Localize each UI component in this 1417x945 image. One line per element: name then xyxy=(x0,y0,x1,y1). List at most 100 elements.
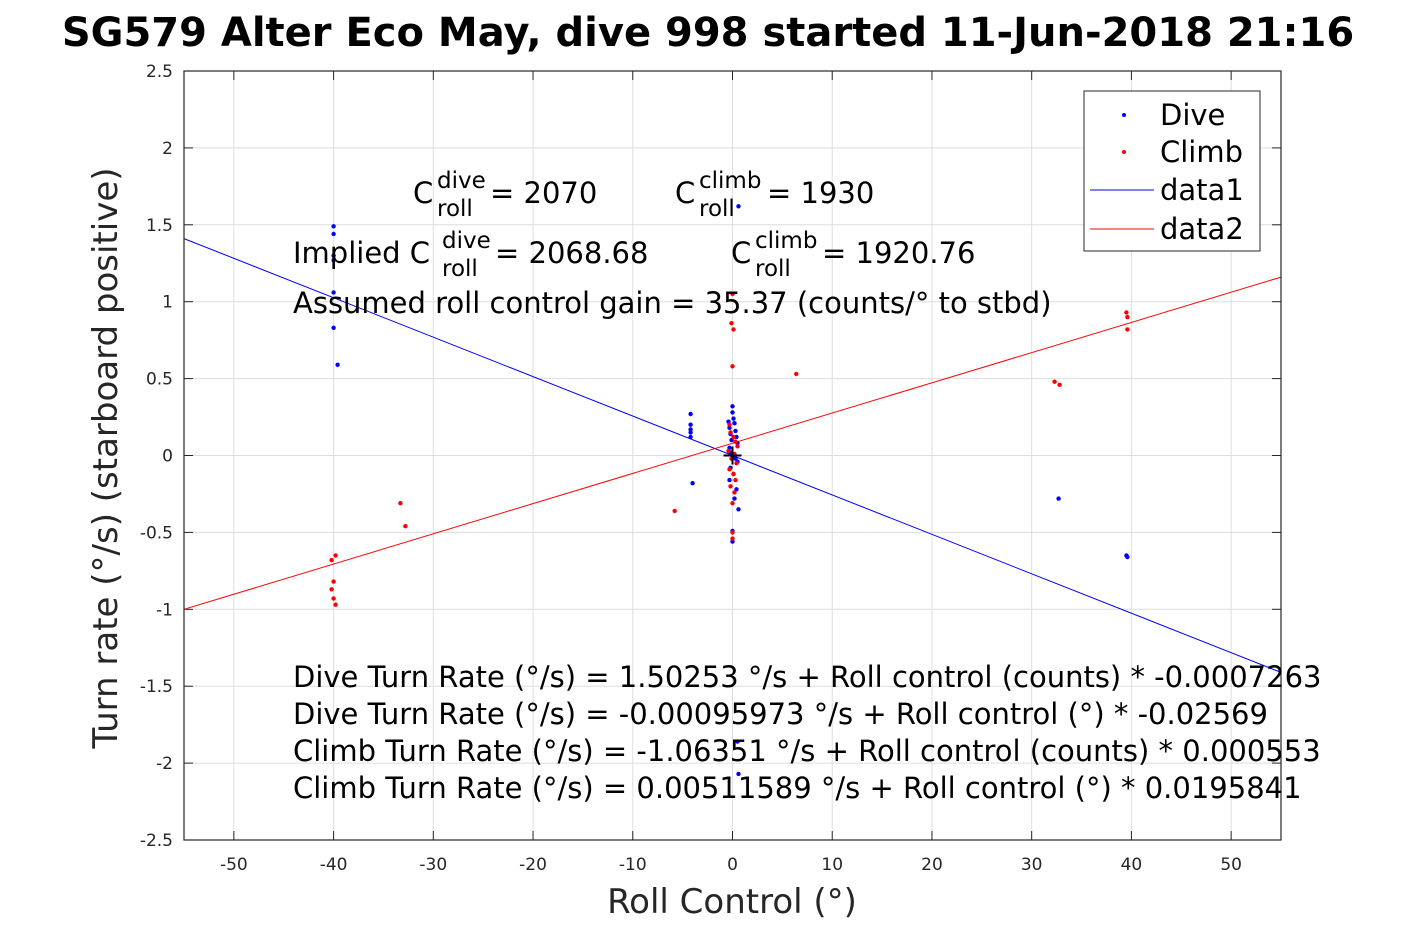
c-climb-base: C xyxy=(675,176,695,210)
y-tick-label: 0 xyxy=(162,447,173,467)
chart-title: SG579 Alter Eco May, dive 998 started 11… xyxy=(62,10,1354,56)
point-climb xyxy=(331,596,336,601)
point-climb xyxy=(735,444,740,449)
point-dive xyxy=(690,481,695,486)
x-tick-label: 40 xyxy=(1121,855,1143,875)
point-climb xyxy=(730,536,735,541)
point-climb xyxy=(733,439,738,444)
point-dive xyxy=(331,224,336,229)
point-dive xyxy=(727,477,732,483)
point-dive xyxy=(331,231,336,237)
implied-c-roll-annotation: Implied C dive roll = 2068.68 C climb ro… xyxy=(293,228,975,282)
x-tick-label: -20 xyxy=(519,855,547,875)
point-climb xyxy=(1125,327,1130,332)
x-tick-label: -50 xyxy=(220,855,248,875)
point-dive xyxy=(688,430,693,435)
x-tick-label: -30 xyxy=(419,855,447,875)
y-tick-label: -2.5 xyxy=(140,831,173,851)
point-dive xyxy=(331,253,336,258)
legend: Dive Climb data1 data2 xyxy=(1083,90,1261,252)
x-axis-ticks: -50 -40 -30 -20 -10 0 10 20 30 40 50 xyxy=(220,71,1242,875)
implied-climb-value: = 1920.76 xyxy=(822,236,975,270)
y-tick-label: -0.5 xyxy=(140,523,173,543)
point-climb xyxy=(403,524,408,529)
plot-frame xyxy=(183,70,1282,841)
y-tick-label: -2 xyxy=(156,754,173,774)
point-climb xyxy=(731,434,736,440)
point-climb xyxy=(398,501,403,506)
implied-climb-base: C xyxy=(731,236,751,270)
y-tick-label: 1 xyxy=(162,293,173,313)
point-dive xyxy=(736,507,741,512)
point-dive xyxy=(331,325,336,330)
climb-degrees-equation: Climb Turn Rate (°/s) = 0.00511589 °/s +… xyxy=(293,771,1302,805)
legend-data2-label: data2 xyxy=(1160,212,1244,246)
point-dive xyxy=(688,411,693,417)
point-climb xyxy=(731,327,736,332)
legend-dive-label: Dive xyxy=(1160,98,1225,132)
y-tick-label: -1 xyxy=(156,600,173,620)
point-climb xyxy=(729,321,734,326)
dive-counts-equation: Dive Turn Rate (°/s) = 1.50253 °/s + Rol… xyxy=(293,660,1321,694)
x-axis-label: Roll Control (°) xyxy=(607,882,857,922)
point-climb xyxy=(730,501,735,506)
c-dive-base: C xyxy=(413,176,433,210)
point-dive xyxy=(331,290,336,295)
point-climb xyxy=(333,553,338,558)
fit-line-data2 xyxy=(183,276,1282,610)
implied-climb-sub: roll xyxy=(755,256,791,282)
y-tick-label: -1.5 xyxy=(140,677,173,697)
point-dive xyxy=(727,425,732,430)
legend-data1-label: data1 xyxy=(1160,173,1244,207)
x-tick-label: 0 xyxy=(727,855,738,875)
point-climb xyxy=(1057,382,1062,387)
point-dive xyxy=(730,410,735,415)
dive-degrees-equation: Dive Turn Rate (°/s) = -0.00095973 °/s +… xyxy=(293,697,1268,731)
point-climb xyxy=(331,579,336,584)
point-dive xyxy=(732,421,737,426)
point-climb xyxy=(731,471,736,477)
y-tick-label: 0.5 xyxy=(146,370,173,390)
c-dive-value: = 2070 xyxy=(490,176,597,210)
point-climb xyxy=(726,448,731,454)
implied-dive-sup: dive xyxy=(442,228,491,254)
point-dive xyxy=(1125,554,1130,560)
point-dive xyxy=(735,739,740,744)
y-tick-label: 2.5 xyxy=(146,62,173,82)
c-climb-sub: roll xyxy=(699,196,735,222)
point-climb xyxy=(329,557,334,563)
point-climb xyxy=(730,364,735,369)
point-climb xyxy=(727,467,732,472)
y-tick-label: 2 xyxy=(162,139,173,159)
c-dive-sup: dive xyxy=(437,168,486,194)
point-climb xyxy=(732,490,737,495)
y-tick-label: 1.5 xyxy=(146,216,173,236)
roll-gain-annotation: Assumed roll control gain = 35.37 (count… xyxy=(293,286,1052,320)
x-tick-label: 20 xyxy=(921,855,943,875)
c-roll-climb-annotation: C climb roll = 1930 xyxy=(675,168,874,222)
point-climb xyxy=(333,602,338,607)
center-marker xyxy=(723,446,742,465)
point-dive xyxy=(1056,496,1061,501)
point-climb xyxy=(728,484,733,489)
x-tick-label: 30 xyxy=(1021,855,1043,875)
point-dive xyxy=(331,258,336,263)
point-dive xyxy=(730,404,735,409)
legend-dive-marker xyxy=(1122,113,1126,117)
c-climb-sup: climb xyxy=(699,168,761,194)
climb-counts-equation: Climb Turn Rate (°/s) = -1.06351 °/s + R… xyxy=(293,734,1321,768)
implied-dive-prefix: Implied C xyxy=(293,236,430,270)
point-climb xyxy=(733,477,738,483)
point-dive xyxy=(688,422,693,427)
point-climb xyxy=(730,530,735,535)
point-dive xyxy=(731,416,736,421)
c-dive-sub: roll xyxy=(437,196,473,222)
y-axis-ticks: -2.5 -2 -1.5 -1 -0.5 0 0.5 1 1.5 2 2.5 xyxy=(140,62,1281,851)
point-climb xyxy=(730,291,735,297)
point-dive xyxy=(335,362,340,367)
x-tick-label: -40 xyxy=(320,855,348,875)
point-climb xyxy=(1125,314,1130,320)
point-climb xyxy=(672,508,677,514)
legend-box xyxy=(1083,90,1261,252)
